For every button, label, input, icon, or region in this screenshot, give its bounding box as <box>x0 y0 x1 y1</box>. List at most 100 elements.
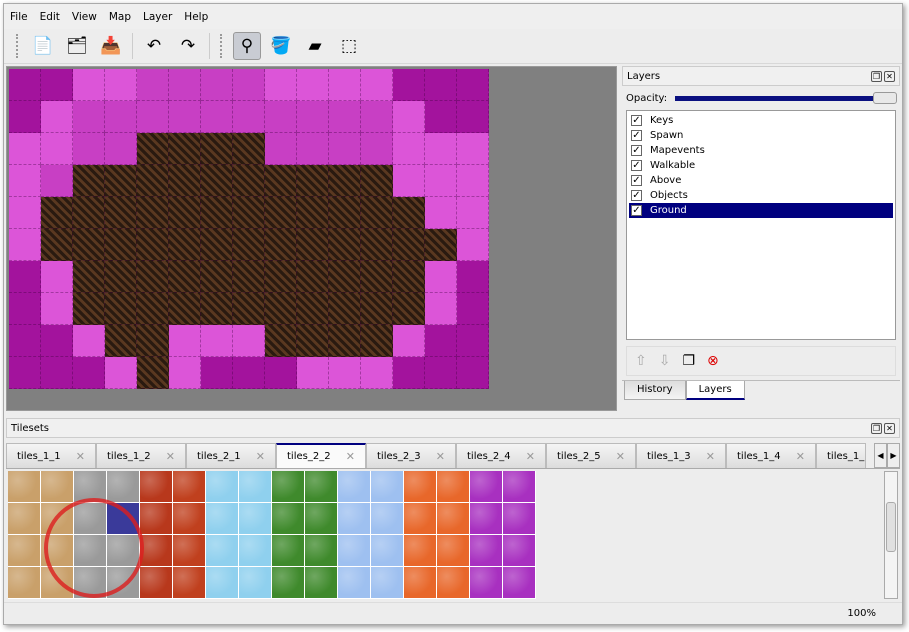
slider-handle[interactable] <box>873 92 898 104</box>
layer-item[interactable]: ✓ Spawn <box>629 128 893 143</box>
map-tile[interactable] <box>137 293 169 325</box>
map-tile[interactable] <box>393 165 425 197</box>
map-tile[interactable] <box>169 261 201 293</box>
map-tile[interactable] <box>105 197 137 229</box>
map-tile[interactable] <box>233 197 265 229</box>
map-tile[interactable] <box>73 357 105 389</box>
menu-edit[interactable]: Edit <box>39 10 60 23</box>
tileset-tile[interactable] <box>173 471 206 503</box>
map-tile[interactable] <box>425 165 457 197</box>
tab-scroll-left-icon[interactable]: ◀ <box>874 443 887 468</box>
tab-tiles_1_2[interactable]: tiles_1_2 ✕ <box>96 443 186 468</box>
map-tile[interactable] <box>105 325 137 357</box>
tileset-tile[interactable] <box>404 535 437 567</box>
redo-button[interactable]: ↷ <box>174 32 202 60</box>
map-tile[interactable] <box>457 101 489 133</box>
menu-layer[interactable]: Layer <box>143 10 173 23</box>
map-tile[interactable] <box>169 325 201 357</box>
tileset-tile[interactable] <box>107 471 140 503</box>
tileset-tile[interactable] <box>8 567 41 599</box>
map-tile[interactable] <box>41 101 73 133</box>
map-tile[interactable] <box>265 101 297 133</box>
map-tile[interactable] <box>9 261 41 293</box>
map-tile[interactable] <box>425 261 457 293</box>
tileset-tile[interactable] <box>41 567 74 599</box>
map-tile[interactable] <box>9 325 41 357</box>
close-tab-icon[interactable]: ✕ <box>75 449 85 463</box>
tileset-tile[interactable] <box>437 503 470 535</box>
layer-visibility-checkbox[interactable]: ✓ <box>631 130 642 141</box>
map-tile[interactable] <box>201 357 233 389</box>
tileset-tile[interactable] <box>503 567 536 599</box>
map-tile[interactable] <box>265 357 297 389</box>
map-tile[interactable] <box>329 165 361 197</box>
tileset-tile[interactable] <box>107 535 140 567</box>
map-tile[interactable] <box>361 197 393 229</box>
map-tile[interactable] <box>137 165 169 197</box>
map-tile[interactable] <box>329 197 361 229</box>
map-tile[interactable] <box>233 69 265 101</box>
map-tile[interactable] <box>105 357 137 389</box>
map-tile[interactable] <box>9 101 41 133</box>
undo-button[interactable]: ↶ <box>140 32 168 60</box>
map-tile[interactable] <box>105 69 137 101</box>
tileset-tile[interactable] <box>41 471 74 503</box>
close-tab-icon[interactable]: ✕ <box>255 449 265 463</box>
tileset-tile[interactable] <box>140 471 173 503</box>
map-tile[interactable] <box>137 101 169 133</box>
close-tab-icon[interactable]: ✕ <box>525 449 535 463</box>
map-tile[interactable] <box>329 325 361 357</box>
tab-tiles_1_[interactable]: tiles_1_ <box>816 443 866 468</box>
map-tile[interactable] <box>105 261 137 293</box>
menu-help[interactable]: Help <box>184 10 209 23</box>
tab-layers[interactable]: Layers <box>685 381 745 400</box>
tileset-tile[interactable] <box>305 503 338 535</box>
map-tile[interactable] <box>425 133 457 165</box>
map-tile[interactable] <box>361 133 393 165</box>
close-tab-icon[interactable]: ✕ <box>615 449 625 463</box>
map-tile[interactable] <box>201 165 233 197</box>
tileset-tile[interactable] <box>305 535 338 567</box>
tileset-tile[interactable] <box>173 535 206 567</box>
map-tile[interactable] <box>73 261 105 293</box>
tileset-tile[interactable] <box>503 535 536 567</box>
toolbar-grip[interactable] <box>220 34 224 58</box>
tileset-tile[interactable] <box>239 503 272 535</box>
tileset-tile[interactable] <box>239 471 272 503</box>
tileset-tile[interactable] <box>305 471 338 503</box>
map-tile[interactable] <box>457 293 489 325</box>
layer-visibility-checkbox[interactable]: ✓ <box>631 190 642 201</box>
map-tile[interactable] <box>297 165 329 197</box>
map-tile[interactable] <box>105 165 137 197</box>
map-tile[interactable] <box>137 261 169 293</box>
map-tile[interactable] <box>41 165 73 197</box>
map-tile[interactable] <box>457 165 489 197</box>
close-tab-icon[interactable]: ✕ <box>795 449 805 463</box>
map-tile[interactable] <box>201 293 233 325</box>
close-tab-icon[interactable]: ✕ <box>435 449 445 463</box>
layer-item[interactable]: ✓ Ground <box>629 203 893 218</box>
map-tile[interactable] <box>137 69 169 101</box>
map-tile[interactable] <box>457 229 489 261</box>
map-tile[interactable] <box>393 357 425 389</box>
map-tile[interactable] <box>425 357 457 389</box>
map-tile[interactable] <box>169 133 201 165</box>
map-tile[interactable] <box>265 197 297 229</box>
map-tile[interactable] <box>361 101 393 133</box>
save-button[interactable]: 📥 <box>97 32 125 60</box>
layer-visibility-checkbox[interactable]: ✓ <box>631 115 642 126</box>
tileset-tile[interactable] <box>305 567 338 599</box>
tileset-tile[interactable] <box>503 471 536 503</box>
tileset-tile[interactable] <box>206 503 239 535</box>
map-tile[interactable] <box>105 293 137 325</box>
tileset-tile[interactable] <box>437 535 470 567</box>
tileset-tile[interactable] <box>74 535 107 567</box>
map-tile[interactable] <box>393 101 425 133</box>
tileset-scrollbar[interactable] <box>884 471 898 599</box>
tileset-tile[interactable] <box>206 471 239 503</box>
map-tile[interactable] <box>73 165 105 197</box>
map-tile[interactable] <box>393 69 425 101</box>
map-tile[interactable] <box>329 229 361 261</box>
menu-view[interactable]: View <box>71 10 97 23</box>
map-tile[interactable] <box>425 101 457 133</box>
